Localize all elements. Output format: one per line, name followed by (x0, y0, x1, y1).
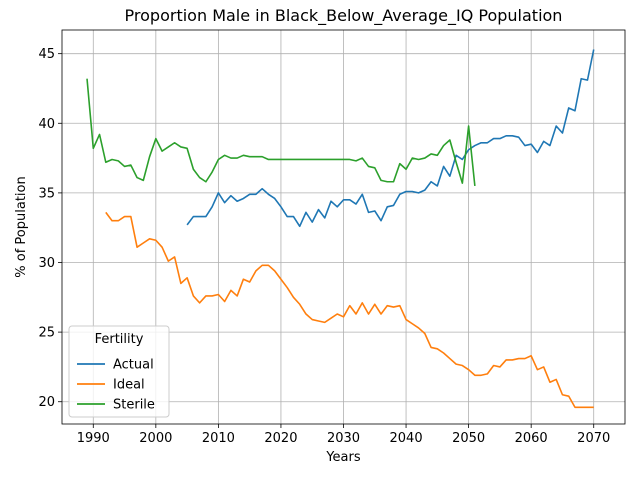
x-tick-label: 2010 (202, 431, 235, 446)
x-tick-label: 1990 (77, 431, 110, 446)
x-tick-label: 2020 (264, 431, 297, 446)
legend-label-sterile: Sterile (113, 398, 155, 413)
x-axis-ticks: 1990 2000 2010 2020 2030 2040 2050 2060 2070 (77, 424, 610, 446)
legend-label-actual: Actual (113, 358, 154, 373)
series-line-actual (186, 49, 595, 228)
legend-entries: Actual Ideal Sterile (77, 358, 155, 413)
x-tick-label: 2060 (515, 431, 548, 446)
x-tick-label: 2030 (327, 431, 360, 446)
y-axis-label: % of Population (14, 176, 29, 277)
grid (62, 30, 625, 424)
legend-box (68, 325, 170, 418)
x-tick-label: 2000 (139, 431, 172, 446)
y-tick-label: 45 (38, 47, 55, 62)
x-tick-label: 2050 (452, 431, 485, 446)
x-axis-label: Years (325, 450, 361, 465)
series-line-sterile (86, 78, 476, 187)
legend-label-ideal: Ideal (113, 378, 145, 393)
y-tick-label: 40 (38, 117, 55, 132)
x-tick-label: 2040 (390, 431, 423, 446)
y-tick-label: 20 (38, 395, 55, 410)
chart-title: Proportion Male in Black_Below_Average_I… (125, 6, 563, 26)
y-tick-label: 25 (38, 326, 55, 341)
series-line-ideal (105, 211, 594, 409)
series-lines (86, 49, 595, 409)
y-tick-label: 30 (38, 256, 55, 271)
legend-title: Fertility (95, 332, 144, 347)
y-tick-label: 35 (38, 186, 55, 201)
y-axis-ticks: 20 25 30 35 40 45 (38, 47, 62, 410)
x-tick-label: 2070 (577, 431, 610, 446)
legend: Fertility Actual Ideal Sterile (68, 325, 170, 418)
